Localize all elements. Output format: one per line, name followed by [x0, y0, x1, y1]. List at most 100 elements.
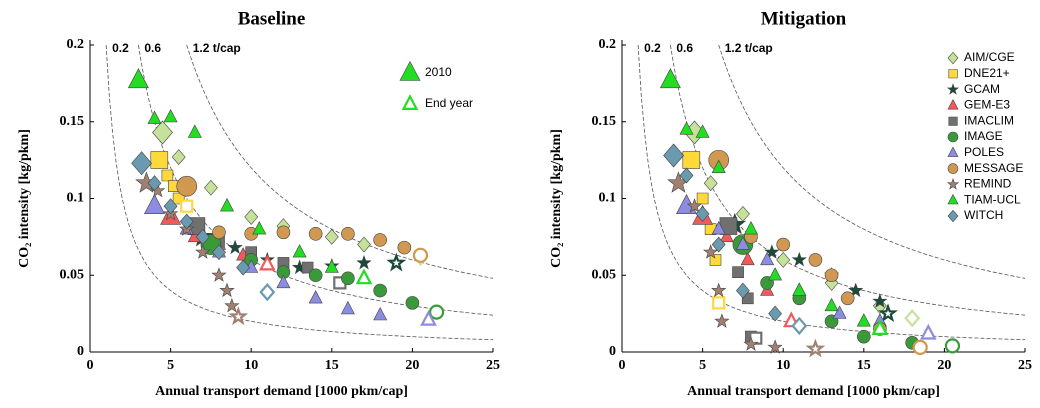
point — [163, 109, 178, 123]
point — [856, 313, 871, 327]
x-tick-label: 25 — [1018, 358, 1032, 373]
point — [258, 254, 276, 271]
y-tick-label: 0.2 — [67, 37, 85, 52]
x-axis-label: Annual transport demand [1000 pkm/cap] — [687, 384, 940, 399]
isoline-label: 1.2 t/cap — [193, 41, 241, 55]
point — [212, 244, 226, 261]
point — [187, 124, 202, 138]
point — [228, 306, 249, 326]
x-tick-label: 5 — [167, 358, 174, 373]
legend-label: MESSAGE — [964, 161, 1023, 175]
point — [768, 267, 783, 281]
point — [703, 175, 718, 192]
point — [219, 282, 235, 298]
point — [163, 198, 178, 215]
point — [212, 225, 226, 240]
point — [276, 274, 291, 289]
point — [176, 175, 198, 197]
x-tick-label: 25 — [486, 358, 500, 373]
legend-marker — [948, 116, 958, 126]
point — [195, 228, 210, 245]
point — [871, 319, 889, 335]
point — [792, 282, 807, 296]
point — [824, 297, 839, 312]
point — [147, 110, 162, 124]
point — [144, 194, 165, 214]
point — [712, 296, 726, 310]
isoline — [670, 44, 1026, 316]
point — [736, 205, 750, 222]
point — [373, 307, 388, 321]
point — [696, 192, 709, 205]
point — [180, 199, 194, 213]
point — [663, 143, 684, 168]
legend-label: GEM-E3 — [964, 98, 1010, 112]
point — [357, 236, 371, 253]
point — [127, 68, 149, 89]
point — [760, 251, 775, 266]
point — [308, 268, 323, 283]
x-tick-label: 5 — [699, 358, 706, 373]
point — [736, 282, 750, 299]
y-tick-label: 0.05 — [592, 267, 617, 282]
x-tick-label: 15 — [857, 358, 871, 373]
isoline-label: 0.2 — [644, 41, 661, 55]
isoline-label: 0.6 — [144, 41, 161, 55]
y-tick-label: 0.1 — [599, 191, 617, 206]
y-tick-label: 0 — [609, 344, 616, 359]
point — [679, 167, 694, 184]
point — [204, 179, 218, 196]
x-tick-label: 10 — [776, 358, 790, 373]
point — [824, 268, 839, 283]
point — [856, 329, 871, 344]
legend-label: REMIND — [964, 177, 1012, 191]
point — [373, 283, 387, 298]
legend-marker — [399, 60, 421, 81]
point — [711, 159, 726, 173]
point — [776, 237, 791, 252]
point — [150, 151, 169, 169]
point — [695, 205, 710, 222]
legend-label: 2010 — [425, 65, 452, 79]
point — [131, 151, 152, 176]
point — [744, 221, 758, 235]
legend-marker — [947, 131, 959, 143]
point — [740, 251, 755, 266]
y-tick-label: 0 — [77, 344, 84, 359]
x-tick-label: 15 — [325, 358, 339, 373]
legend-label: WITCH — [964, 208, 1003, 222]
point — [324, 228, 339, 245]
point — [840, 291, 855, 306]
legend-label: End year — [425, 96, 473, 110]
point — [735, 236, 750, 250]
isoline — [138, 44, 494, 316]
point — [659, 68, 681, 89]
point — [848, 282, 864, 298]
point — [808, 253, 823, 267]
y-axis-label: CO₂ intensity [kg/pkm] — [17, 129, 32, 268]
point — [878, 303, 898, 322]
point — [405, 296, 420, 310]
legend-label: POLES — [964, 145, 1004, 159]
point — [341, 227, 355, 241]
point — [714, 313, 730, 328]
legend-marker — [947, 193, 959, 205]
y-tick-label: 0.2 — [599, 37, 617, 52]
point — [764, 244, 780, 259]
legend-label: IMAGE — [964, 129, 1003, 143]
point — [244, 208, 259, 225]
point — [386, 252, 407, 272]
legend-marker — [947, 209, 959, 223]
point — [224, 297, 240, 313]
legend-marker — [948, 69, 958, 79]
point — [695, 124, 710, 138]
isoline — [186, 44, 494, 279]
point — [161, 169, 174, 182]
y-tick-label: 0.15 — [60, 114, 85, 129]
legend-label: TIAM-UCL — [964, 192, 1021, 206]
point — [420, 309, 437, 326]
point — [227, 239, 243, 255]
point — [220, 198, 234, 212]
point — [732, 266, 744, 279]
point — [743, 336, 759, 351]
